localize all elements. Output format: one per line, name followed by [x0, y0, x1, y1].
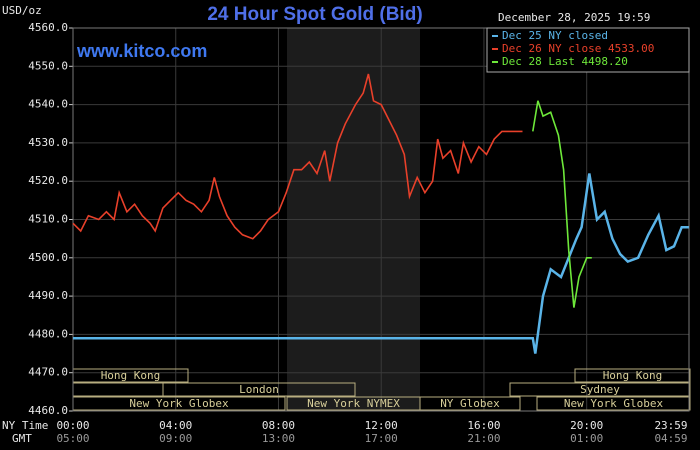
y-tick-label: 4480.0 — [28, 327, 68, 340]
units-label: USD/oz — [2, 4, 42, 17]
x-tick-label: 08:00 — [262, 419, 295, 432]
plot-border — [72, 27, 690, 412]
x-row-label: GMT — [12, 432, 32, 445]
session-label: Hong Kong — [101, 369, 161, 382]
x-tick-label-gmt: 13:00 — [262, 432, 295, 445]
session-label: New York NYMEX — [307, 397, 400, 410]
legend-label: Dec 26 NY close 4533.00 — [502, 42, 654, 55]
y-tick-label: 4510.0 — [28, 213, 68, 226]
session-label: New York Globex — [564, 397, 664, 410]
series-line — [532, 100, 592, 308]
x-tick-label-gmt: 04:59 — [654, 432, 687, 445]
legend-label: Dec 25 NY closed — [502, 29, 608, 42]
series-line — [73, 173, 689, 354]
x-tick-label-gmt: 21:00 — [467, 432, 500, 445]
website: www.kitco.com — [76, 41, 207, 61]
session-label: Hong Kong — [603, 369, 663, 382]
y-tick-label: 4500.0 — [28, 251, 68, 264]
series-line — [72, 73, 523, 240]
y-tick-label: 4530.0 — [28, 136, 68, 149]
x-tick-label-gmt: 09:00 — [159, 432, 192, 445]
x-tick-label: 20:00 — [570, 419, 603, 432]
session-label: London — [239, 383, 279, 396]
y-tick-label: 4550.0 — [28, 59, 68, 72]
x-tick-label-gmt: 05:00 — [56, 432, 89, 445]
y-tick-label: 4520.0 — [28, 174, 68, 187]
y-tick-label: 4490.0 — [28, 289, 68, 302]
chart-title: 24 Hour Spot Gold (Bid) — [207, 4, 422, 25]
y-tick-label: 4540.0 — [28, 98, 68, 111]
legend-box — [486, 27, 690, 73]
session-box — [536, 396, 691, 411]
x-tick-label: 16:00 — [467, 419, 500, 432]
session-box — [162, 382, 356, 397]
x-tick-label: 00:00 — [56, 419, 89, 432]
legend-label: Dec 28 Last 4498.20 — [502, 55, 628, 68]
x-tick-label: 04:00 — [159, 419, 192, 432]
x-tick-label: 23:59 — [654, 419, 687, 432]
x-tick-label: 12:00 — [365, 419, 398, 432]
session-label: Sydney — [580, 383, 620, 396]
y-tick-label: 4560.0 — [28, 21, 68, 34]
x-row-label: NY Time — [2, 419, 48, 432]
session-box — [419, 396, 521, 411]
session-box — [509, 382, 691, 397]
session-label: NY Globex — [440, 397, 500, 410]
x-tick-label-gmt: 01:00 — [570, 432, 603, 445]
y-tick-label: 4470.0 — [28, 366, 68, 379]
x-tick-label-gmt: 17:00 — [365, 432, 398, 445]
timestamp: December 28, 2025 19:59 — [498, 11, 650, 24]
session-box — [574, 368, 691, 383]
session-label: New York Globex — [129, 397, 229, 410]
y-tick-label: 4460.0 — [28, 404, 68, 417]
